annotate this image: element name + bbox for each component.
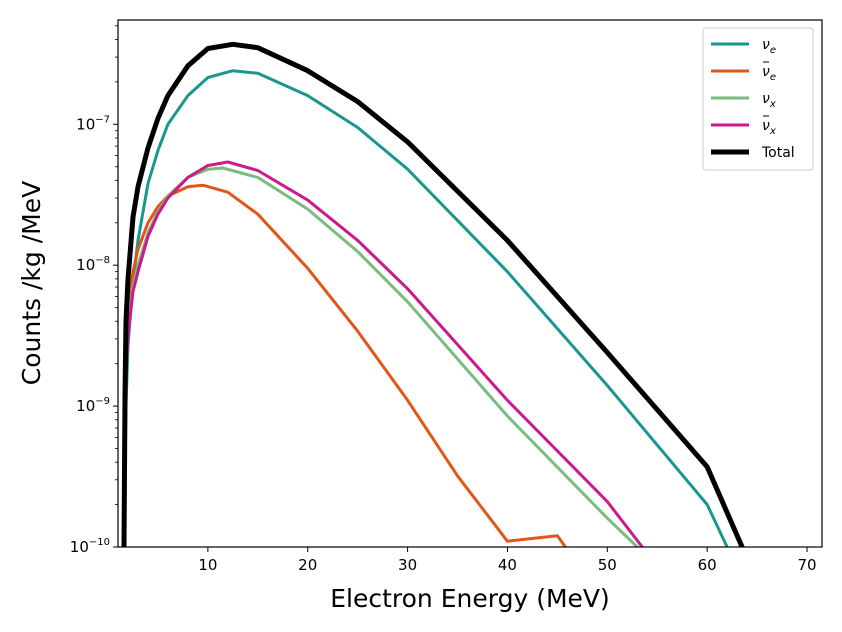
series-line-4: [121, 41, 745, 547]
y-tick-label: 10−7: [76, 114, 110, 133]
x-tick-label: 20: [298, 556, 317, 574]
y-tick-label: 10−10: [70, 537, 110, 556]
x-tick-label: 70: [797, 556, 816, 574]
x-tick-label: 10: [198, 556, 217, 574]
x-tick-label: 60: [698, 556, 717, 574]
x-tick-label: 50: [598, 556, 617, 574]
legend-label: νx: [762, 91, 776, 110]
legend-label: νe: [762, 37, 776, 56]
series-line-1: [122, 183, 567, 547]
series-line-3: [122, 160, 644, 547]
legend-label: νx: [762, 118, 776, 137]
y-tick-label: 10−9: [76, 396, 110, 415]
legend-box: [702, 27, 814, 171]
x-tick-label: 30: [398, 556, 417, 574]
legend-label: Total: [761, 145, 795, 161]
y-axis-title: Counts /kg /MeV: [17, 181, 46, 385]
plot-frame: [117, 19, 823, 548]
y-axis: 10−10 10−9 10−8 10−7: [70, 25, 118, 556]
x-axis: 10 20 30 40 50 60 70: [198, 547, 817, 574]
legend-label: νe: [762, 64, 776, 83]
x-tick-label: 40: [498, 556, 517, 574]
legend: νe νe νx νx Total: [702, 27, 814, 171]
y-tick-label: 10−8: [76, 255, 110, 274]
x-axis-title: Electron Energy (MeV): [330, 584, 610, 613]
series-layer: [121, 41, 745, 547]
